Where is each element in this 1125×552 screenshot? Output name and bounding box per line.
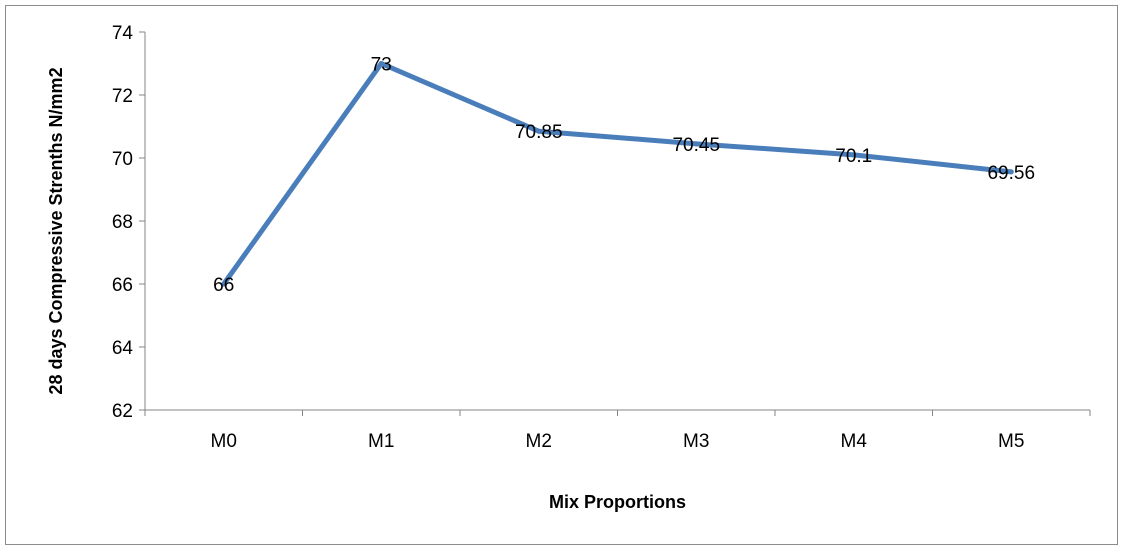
x-tick-label: M0 bbox=[211, 431, 237, 452]
y-tick-label: 68 bbox=[112, 212, 133, 233]
y-axis-ticks: 62 64 66 68 70 72 74 bbox=[112, 23, 145, 422]
x-axis-ticks: M0 M1 M2 M3 M4 M5 bbox=[144, 410, 1091, 452]
y-tick-label: 64 bbox=[112, 338, 134, 359]
y-tick-label: 70 bbox=[112, 149, 133, 170]
y-tick-label: 62 bbox=[112, 401, 133, 422]
series bbox=[221, 61, 1014, 287]
data-point bbox=[221, 281, 227, 287]
series-line bbox=[221, 61, 1014, 287]
x-tick-label: M2 bbox=[526, 431, 552, 452]
y-tick-label: 66 bbox=[112, 275, 133, 296]
x-tick-label: M5 bbox=[998, 431, 1024, 452]
y-tick-label: 72 bbox=[112, 86, 133, 107]
data-point bbox=[851, 152, 857, 158]
data-label: 73 bbox=[371, 55, 392, 76]
data-labels: 66 73 70.85 70.45 70.1 69.56 bbox=[213, 55, 1035, 297]
data-point bbox=[1008, 169, 1014, 175]
data-label: 66 bbox=[213, 275, 234, 296]
chart-area bbox=[5, 5, 1118, 545]
x-tick-label: M4 bbox=[841, 431, 868, 452]
data-point bbox=[378, 61, 384, 66]
data-label: 70.85 bbox=[515, 122, 563, 143]
x-axis-title: Mix Proportions bbox=[549, 492, 686, 512]
data-label: 70.1 bbox=[835, 146, 872, 167]
data-label: 70.45 bbox=[672, 135, 720, 156]
data-point bbox=[536, 128, 542, 134]
y-axis-title: 28 days Compressive Strenths N/mm2 bbox=[46, 67, 66, 394]
x-tick-label: M3 bbox=[683, 431, 709, 452]
y-tick-label: 74 bbox=[112, 23, 134, 44]
data-label: 69.56 bbox=[987, 163, 1035, 184]
data-point bbox=[693, 141, 699, 147]
x-tick-label: M1 bbox=[368, 431, 394, 452]
axes bbox=[144, 32, 1090, 411]
